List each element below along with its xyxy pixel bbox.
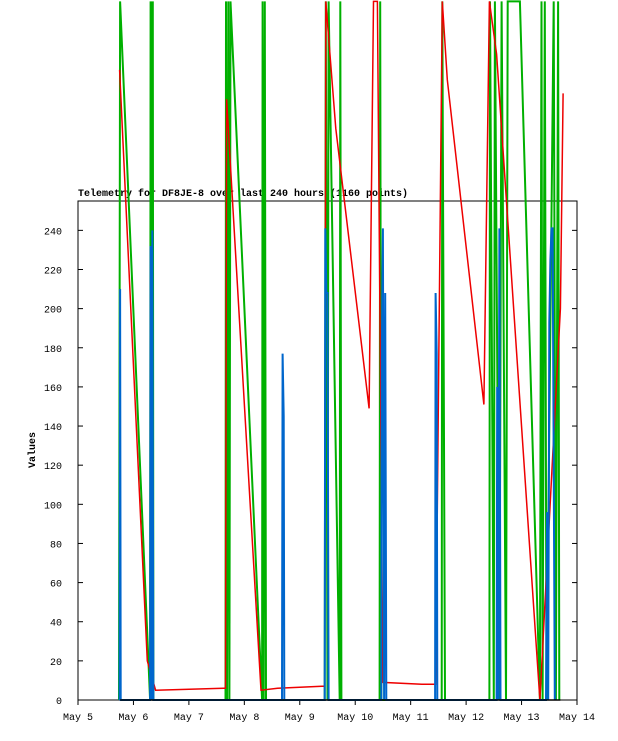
x-tick-label: May 12	[448, 713, 484, 724]
x-tick-label: May 10	[337, 713, 373, 724]
x-tick-label: May 13	[504, 713, 540, 724]
y-tick-label: 140	[44, 423, 62, 434]
y-tick-label: 200	[44, 306, 62, 317]
y-tick-label: 100	[44, 501, 62, 512]
x-tick-label: May 9	[285, 713, 315, 724]
y-tick-label: 120	[44, 462, 62, 473]
y-tick-label: 0	[56, 697, 62, 708]
series-line	[118, 0, 561, 701]
x-tick-label: May 8	[229, 713, 259, 724]
x-tick-label: May 11	[393, 713, 429, 724]
series-line	[118, 0, 564, 701]
y-tick-label: 20	[50, 658, 62, 669]
y-tick-label: 220	[44, 266, 62, 277]
y-tick-label: 60	[50, 580, 62, 591]
y-tick-label: 80	[50, 540, 62, 551]
y-tick-label: 160	[44, 384, 62, 395]
x-tick-label: May 14	[559, 713, 595, 724]
x-tick-label: May 7	[174, 713, 204, 724]
y-tick-label: 40	[50, 619, 62, 630]
y-axis-label: Values	[27, 432, 39, 468]
y-tick-label: 180	[44, 345, 62, 356]
series-line	[118, 227, 556, 701]
y-tick-label: 240	[44, 227, 62, 238]
x-tick-label: May 6	[118, 713, 148, 724]
x-tick-label: May 5	[63, 713, 93, 724]
